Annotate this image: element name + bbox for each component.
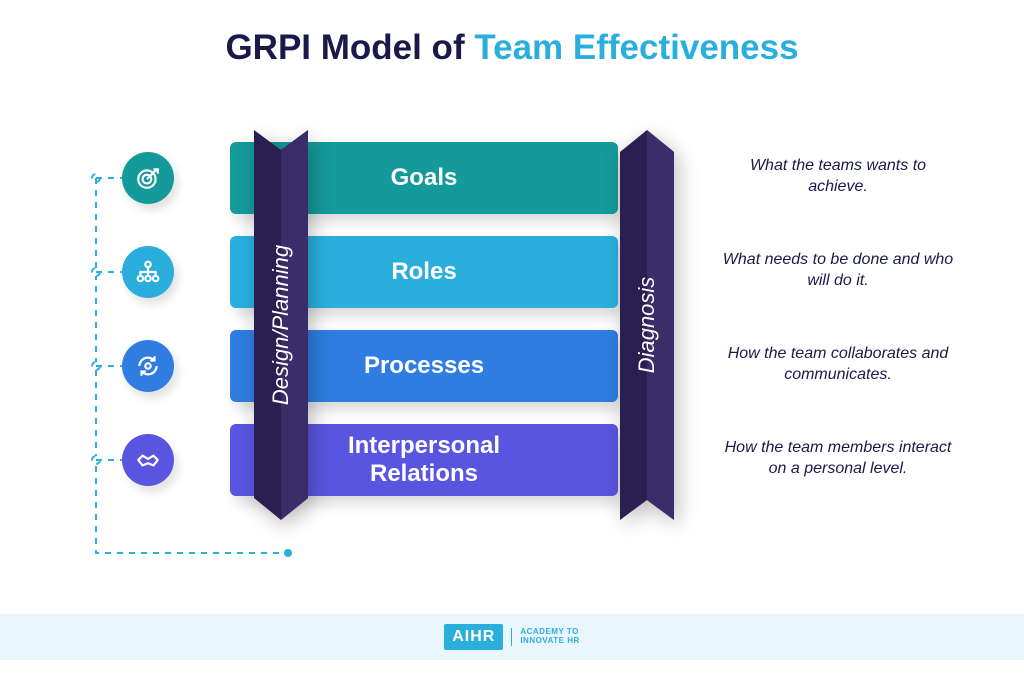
diagnosis-label: Diagnosis (634, 277, 660, 374)
diagnosis-band: Diagnosis (620, 130, 674, 520)
logo-badge: AIHR (444, 624, 503, 650)
orgchart-icon (135, 259, 161, 285)
title-dark: GRPI Model of (225, 28, 474, 67)
cycle-icon (135, 353, 161, 379)
handshake-icon (135, 447, 161, 473)
title-light: Team Effectiveness (474, 28, 798, 67)
processes-description: How the team collaborates and communicat… (718, 344, 958, 386)
goals-description: What the teams wants to achieve. (718, 156, 958, 198)
design-planning-band: Design/Planning (254, 130, 308, 520)
relations-icon-circle (122, 434, 174, 486)
roles-description: What needs to be done and who will do it… (718, 250, 958, 292)
target-icon (135, 165, 161, 191)
roles-icon-circle (122, 246, 174, 298)
goals-label: Goals (321, 164, 528, 192)
aihr-logo: AIHR ACADEMY TO INNOVATE HR (444, 624, 580, 650)
page-title: GRPI Model of Team Effectiveness (0, 0, 1024, 68)
diagram-area: Goals Roles Processes Interpersonal Rela… (0, 120, 1024, 570)
goals-icon-circle (122, 152, 174, 204)
logo-subtitle: ACADEMY TO INNOVATE HR (511, 628, 579, 646)
relations-description: How the team members interact on a perso… (718, 438, 958, 480)
processes-icon-circle (122, 340, 174, 392)
footer: AIHR ACADEMY TO INNOVATE HR (0, 614, 1024, 660)
logo-sub-line2: INNOVATE HR (520, 637, 579, 646)
design-planning-label: Design/Planning (268, 245, 294, 405)
processes-label: Processes (294, 352, 554, 380)
roles-label: Roles (321, 258, 526, 286)
